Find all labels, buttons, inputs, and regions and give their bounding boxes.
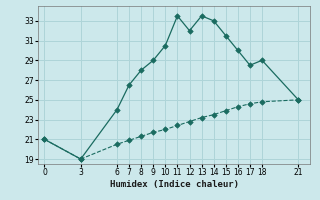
X-axis label: Humidex (Indice chaleur): Humidex (Indice chaleur) (110, 180, 239, 189)
